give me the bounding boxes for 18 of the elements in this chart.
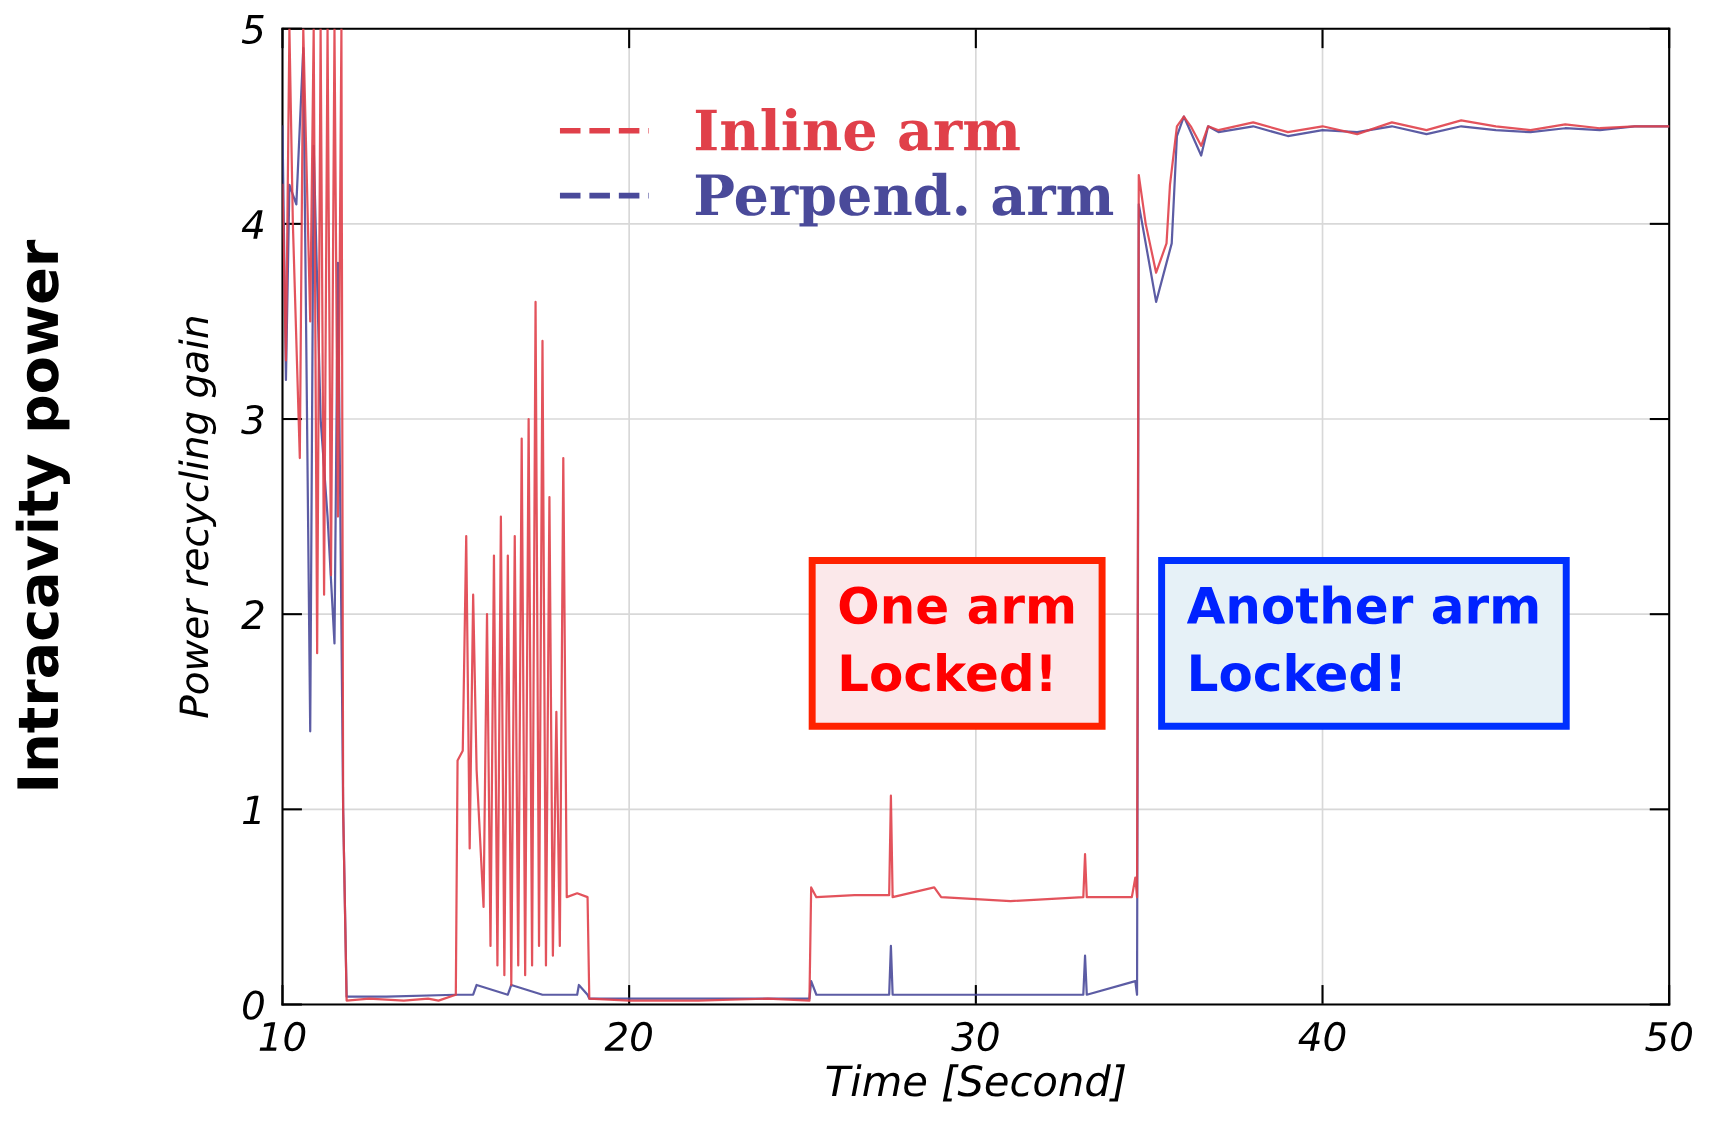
y-tick-label: 5	[241, 15, 264, 45]
y-tick-label: 3	[241, 404, 264, 435]
x-tick-label: 10	[259, 1021, 306, 1052]
x-tick-label: 40	[1298, 1021, 1346, 1052]
x-axis-title: Time [Second]	[826, 1064, 1125, 1102]
y-tick-label: 1	[242, 795, 260, 825]
annotation: One arm Locked!	[839, 586, 1074, 692]
annotation: Another arm Locked!	[1186, 585, 1538, 692]
legend-label: Perpend. arm	[695, 172, 1114, 227]
x-tick-label: 30	[951, 1021, 999, 1052]
x-tick-label: 20	[604, 1021, 652, 1052]
legend-label: Inline arm	[695, 107, 1020, 151]
y-tick-label: 4	[241, 210, 264, 239]
y-tick-label: 0	[243, 990, 264, 1020]
y-tick-label: 2	[241, 600, 264, 629]
x-tick-label: 50	[1645, 1021, 1692, 1052]
text: Intracavity power	[15, 239, 70, 789]
y-axis-title: Power recycling gain	[178, 317, 217, 718]
